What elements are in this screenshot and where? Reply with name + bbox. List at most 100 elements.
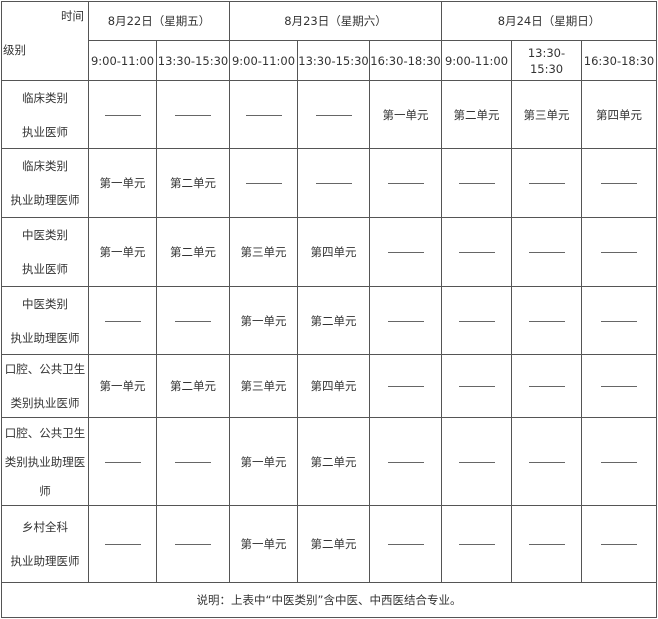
dash-mark <box>458 544 495 545</box>
no-exam-cell <box>581 217 658 287</box>
no-exam-cell <box>155 417 231 506</box>
exam-unit-cell: 第二单元 <box>441 80 513 149</box>
exam-unit-cell: 第一单元 <box>229 286 299 355</box>
time-slot-header: 13:30-15:30 <box>155 40 231 81</box>
table-row: 临床类别 执业助理医师 第一单元 第二单元 <box>1 148 658 218</box>
exam-unit-cell: 第四单元 <box>297 354 371 418</box>
level-label-line: 类别执业助理医 <box>4 454 86 469</box>
dash-mark <box>458 461 495 463</box>
no-exam-cell <box>581 417 658 506</box>
exam-unit-cell: 第三单元 <box>511 80 583 149</box>
dash-mark <box>175 461 211 463</box>
time-label: 时间 <box>61 9 84 23</box>
level-cell: 乡村全科 执业助理医师 <box>1 505 89 583</box>
no-exam-cell <box>511 354 583 418</box>
level-cell: 口腔、公共卫生 类别执业医师 <box>1 354 89 418</box>
exam-unit-cell: 第一单元 <box>88 148 157 218</box>
table-row: 口腔、公共卫生 类别执业医师 第一单元 第二单元 第三单元 第四单元 <box>1 354 658 418</box>
level-label: 级别 <box>3 43 26 57</box>
exam-unit-cell: 第二单元 <box>297 286 371 355</box>
table-note: 说明：上表中“中医类别”含中医、中西医结合专业。 <box>0 582 658 618</box>
no-exam-cell <box>369 354 443 418</box>
exam-unit-cell: 第一单元 <box>88 217 157 287</box>
dash-mark <box>175 114 211 116</box>
level-label-line: 师 <box>39 483 51 498</box>
dash-mark <box>387 320 424 322</box>
exam-unit-cell: 第二单元 <box>155 217 231 287</box>
level-label-line: 口腔、公共卫生 <box>4 362 86 376</box>
level-cell: 中医类别 执业医师 <box>1 217 89 287</box>
exam-unit-cell: 第二单元 <box>297 505 371 583</box>
table-row: 乡村全科 执业助理医师 第一单元 第二单元 <box>1 505 658 583</box>
no-exam-cell <box>369 505 443 583</box>
no-exam-cell <box>581 148 658 218</box>
level-label-line: 中医类别 <box>22 296 68 311</box>
level-cell: 临床类别 执业医师 <box>1 80 89 149</box>
no-exam-cell <box>511 505 583 583</box>
no-exam-cell <box>441 417 513 506</box>
level-label-line: 乡村全科 <box>22 520 68 534</box>
level-cell: 中医类别 执业助理医师 <box>1 286 89 355</box>
level-label-line: 中医类别 <box>22 228 68 242</box>
exam-unit-cell: 第一单元 <box>229 417 299 506</box>
exam-unit-cell: 第二单元 <box>155 148 231 218</box>
level-label-line: 口腔、公共卫生 <box>4 425 86 440</box>
no-exam-cell <box>511 217 583 287</box>
level-cell: 临床类别 执业助理医师 <box>1 148 89 218</box>
no-exam-cell <box>581 505 658 583</box>
no-exam-cell <box>441 148 513 218</box>
dash-mark <box>528 320 565 322</box>
table-row: 口腔、公共卫生 类别执业助理医师 第一单元 第二单元 <box>1 417 658 506</box>
no-exam-cell <box>229 80 299 149</box>
dash-mark <box>245 114 282 116</box>
no-exam-cell <box>88 286 157 355</box>
no-exam-cell <box>88 505 157 583</box>
level-label-line: 临床类别 <box>22 90 68 105</box>
exam-unit-cell: 第四单元 <box>297 217 371 287</box>
level-label-line: 临床类别 <box>22 159 68 173</box>
dash-mark <box>528 183 565 184</box>
exam-unit-cell: 第一单元 <box>369 80 443 149</box>
no-exam-cell <box>511 148 583 218</box>
dash-mark <box>175 544 211 545</box>
dash-mark <box>104 114 141 116</box>
exam-unit-cell: 第三单元 <box>229 217 299 287</box>
level-label-line: 类别执业医师 <box>10 396 80 410</box>
no-exam-cell <box>88 417 157 506</box>
dash-mark <box>175 320 211 322</box>
no-exam-cell <box>88 80 157 149</box>
dash-mark <box>315 114 352 116</box>
day-header: 8月24日（星期日） <box>441 1 658 41</box>
time-slot-header: 9:00-11:00 <box>88 40 157 81</box>
exam-unit-cell: 第三单元 <box>229 354 299 418</box>
time-slot-header: 13:30-15:30 <box>297 40 371 81</box>
level-label-line: 执业医师 <box>22 124 68 139</box>
time-slot-header: 16:30-18:30 <box>369 40 443 81</box>
dash-mark <box>528 386 565 387</box>
dash-mark <box>601 320 638 322</box>
table-row: 临床类别 执业医师 第一单元 第二单元 第三单元 第四单元 <box>1 80 658 149</box>
dash-mark <box>528 544 565 545</box>
time-slot-header: 13:30-15:30 <box>511 40 583 81</box>
dash-mark <box>387 386 424 387</box>
day-header: 8月23日（星期六） <box>229 1 443 41</box>
dash-mark <box>601 461 638 463</box>
corner-header: 时间 级别 <box>1 1 89 81</box>
no-exam-cell <box>369 148 443 218</box>
level-label-line: 执业医师 <box>22 262 68 276</box>
dash-mark <box>601 386 638 387</box>
table-row: 中医类别 执业医师 第一单元 第二单元 第三单元 第四单元 <box>1 217 658 287</box>
dash-mark <box>387 461 424 463</box>
time-slot-header: 9:00-11:00 <box>441 40 513 81</box>
dash-mark <box>601 252 638 253</box>
dash-mark <box>528 252 565 253</box>
exam-unit-cell: 第二单元 <box>297 417 371 506</box>
no-exam-cell <box>229 148 299 218</box>
no-exam-cell <box>369 417 443 506</box>
no-exam-cell <box>581 286 658 355</box>
dash-mark <box>104 544 141 545</box>
dash-mark <box>387 544 424 545</box>
time-slot-header: 16:30-18:30 <box>581 40 658 81</box>
no-exam-cell <box>511 417 583 506</box>
